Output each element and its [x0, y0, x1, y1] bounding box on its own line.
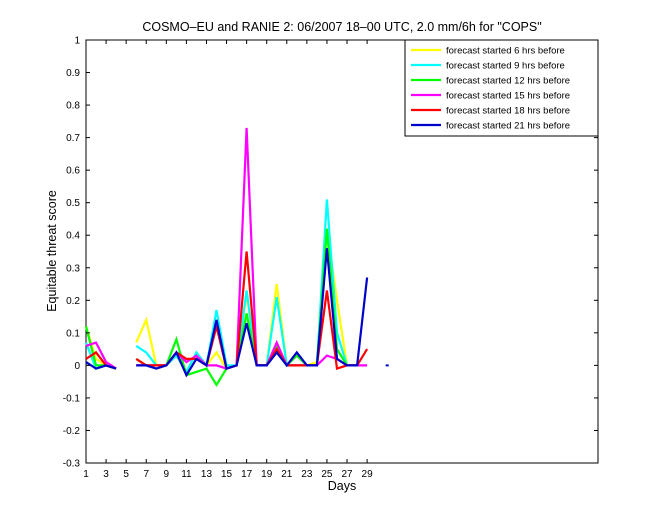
- x-tick-label: 29: [362, 469, 374, 480]
- y-axis: -0.3 -0.2 -0.1 0 0.1 0.2 0.3 0.4 0.5 0.6 0.7 0.8 0.9…: [63, 36, 598, 470]
- y-tick-label: -0.1: [63, 393, 81, 404]
- x-tick-label: 23: [301, 469, 313, 480]
- x-tick-label: 9: [164, 469, 170, 480]
- legend: forecast started 6 hrs before forecast st…: [404, 39, 599, 137]
- legend-label: forecast started 18 hrs before: [446, 106, 570, 117]
- x-tick-label: 21: [281, 469, 293, 480]
- y-tick-label: -0.2: [63, 426, 81, 437]
- legend-label: forecast started 6 hrs before: [446, 46, 565, 57]
- x-axis: 1 3 5 7 9 11 13 15 17 19 21 23 25 27 29: [83, 40, 373, 480]
- x-tick-label: 27: [341, 469, 353, 480]
- y-tick-label: -0.3: [63, 459, 81, 470]
- y-tick-label: 0.7: [66, 133, 80, 144]
- legend-label: forecast started 9 hrs before: [446, 61, 565, 72]
- x-tick-label: 15: [221, 469, 233, 480]
- y-tick-label: 0.9: [66, 68, 80, 79]
- y-tick-label: 1: [74, 36, 80, 47]
- x-tick-label: 17: [241, 469, 253, 480]
- y-tick-label: 0: [74, 361, 80, 372]
- x-tick-label: 19: [261, 469, 273, 480]
- y-tick-label: 0.5: [66, 198, 80, 209]
- x-tick-label: 1: [83, 469, 89, 480]
- x-tick-label: 13: [201, 469, 213, 480]
- y-tick-label: 0.8: [66, 101, 80, 112]
- x-tick-label: 11: [181, 469, 192, 480]
- legend-label: forecast started 12 hrs before: [446, 76, 570, 87]
- x-tick-label: 5: [123, 469, 129, 480]
- series-layer: [86, 127, 389, 388]
- legend-label: forecast started 21 hrs before: [446, 121, 570, 132]
- x-tick-label: 7: [143, 469, 149, 480]
- y-tick-label: 0.4: [66, 231, 80, 242]
- x-tick-label: 25: [321, 469, 333, 480]
- x-tick-label: 3: [103, 469, 109, 480]
- x-axis-label: Days: [328, 479, 356, 493]
- y-tick-label: 0.6: [66, 166, 80, 177]
- legend-label: forecast started 15 hrs before: [446, 91, 570, 102]
- chart-title: COSMO–EU and RANIE 2: 06/2007 18–00 UTC,…: [142, 20, 541, 34]
- y-axis-label: Equitable threat score: [45, 190, 59, 312]
- y-tick-label: 0.2: [66, 296, 80, 307]
- y-tick-label: 0.3: [66, 263, 80, 274]
- legend-box: [404, 39, 599, 137]
- y-tick-label: 0.1: [66, 328, 80, 339]
